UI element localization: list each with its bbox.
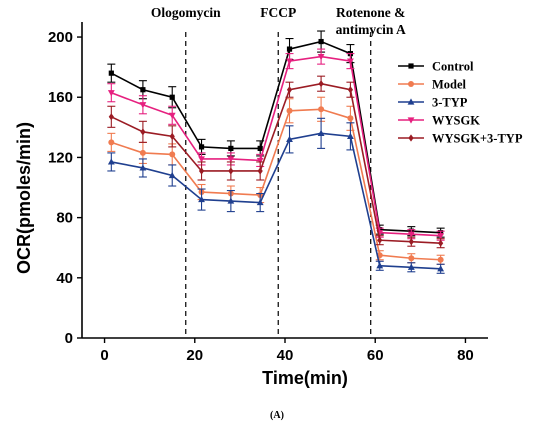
data-point: [317, 129, 325, 136]
legend-item-1: Model: [398, 78, 467, 92]
data-point: [438, 239, 444, 247]
y-tick-label: 200: [48, 29, 73, 46]
data-point: [408, 255, 415, 262]
data-point: [257, 167, 263, 175]
data-point: [286, 86, 293, 94]
data-point: [140, 128, 146, 136]
data-point: [169, 94, 175, 100]
series-1: [107, 96, 445, 265]
data-point: [347, 115, 354, 122]
data-point: [437, 233, 445, 240]
data-point: [318, 80, 324, 88]
data-point: [198, 195, 205, 203]
data-point: [257, 145, 263, 151]
series-line: [110, 40, 441, 234]
y-tick-label: 0: [65, 330, 73, 347]
legend-label: WYSGK+3-TYP: [432, 132, 523, 146]
legend-marker: [407, 117, 415, 124]
data-point: [139, 164, 147, 171]
data-point: [108, 70, 114, 76]
y-tick-label: 120: [48, 149, 73, 166]
data-point: [286, 135, 293, 142]
data-point: [140, 87, 146, 93]
data-point: [347, 58, 354, 65]
series-4: [107, 75, 445, 249]
annotation-label: FCCP: [260, 5, 296, 20]
data-point: [107, 158, 115, 165]
y-axis-title: OCR(pmoles/min): [14, 122, 34, 274]
data-point: [139, 149, 146, 156]
y-tick-label: 80: [56, 210, 73, 227]
x-tick-label: 60: [367, 347, 384, 364]
series-line: [111, 132, 441, 270]
data-point: [256, 157, 264, 165]
data-point: [408, 238, 414, 246]
x-tick-label: 80: [457, 347, 474, 364]
data-point: [318, 38, 324, 45]
data-point: [437, 265, 445, 272]
x-tick-label: 0: [100, 347, 108, 364]
data-point: [227, 197, 235, 204]
data-point: [198, 144, 205, 150]
legend-item-4: WYSGK+3-TYP: [398, 132, 523, 146]
data-point: [407, 263, 415, 270]
data-point: [318, 106, 325, 113]
data-point: [347, 132, 354, 139]
data-point: [228, 167, 234, 175]
data-point: [437, 256, 444, 263]
panel-label: (A): [270, 410, 284, 421]
series-line: [111, 108, 441, 261]
data-point: [286, 46, 293, 52]
data-point: [168, 171, 176, 179]
data-point: [407, 231, 415, 238]
data-point: [256, 198, 264, 206]
legend-marker: [408, 134, 414, 142]
data-point: [377, 236, 383, 244]
data-point: [108, 139, 115, 146]
legend-marker: [408, 63, 414, 69]
series-3: [107, 48, 445, 241]
data-point: [169, 151, 176, 158]
data-point: [317, 54, 325, 61]
series-line: [111, 55, 441, 237]
data-point: [107, 90, 115, 97]
data-point: [198, 156, 205, 163]
annotation-label: Rotenone &: [336, 5, 405, 20]
x-tick-label: 20: [186, 347, 203, 364]
data-point: [286, 58, 293, 65]
annotation-label: Ologomycin: [151, 5, 221, 20]
data-point: [228, 145, 234, 151]
legend-item-0: Control: [398, 60, 474, 74]
annotation-label: antimycin A: [336, 22, 406, 37]
data-point: [139, 102, 147, 109]
series-2: [107, 117, 445, 274]
legend-item-2: 3-TYP: [398, 96, 468, 110]
data-point: [198, 167, 205, 175]
x-tick-label: 40: [277, 347, 294, 364]
data-point: [376, 262, 384, 269]
data-point: [168, 112, 176, 119]
y-tick-label: 40: [56, 270, 73, 287]
data-point: [347, 86, 354, 94]
data-point: [286, 107, 293, 114]
data-point: [227, 156, 235, 163]
data-point: [108, 113, 114, 121]
legend-label: 3-TYP: [432, 96, 468, 110]
series-line: [110, 82, 441, 244]
legend-marker: [407, 98, 415, 105]
legend-marker: [408, 81, 414, 87]
y-tick-label: 160: [48, 89, 73, 106]
x-axis-title: Time(min): [262, 368, 348, 388]
legend-label: WYSGK: [432, 114, 480, 128]
legend-label: Model: [432, 78, 467, 92]
data-point: [169, 132, 175, 140]
legend-label: Control: [432, 60, 474, 74]
legend-item-3: WYSGK: [398, 114, 480, 128]
